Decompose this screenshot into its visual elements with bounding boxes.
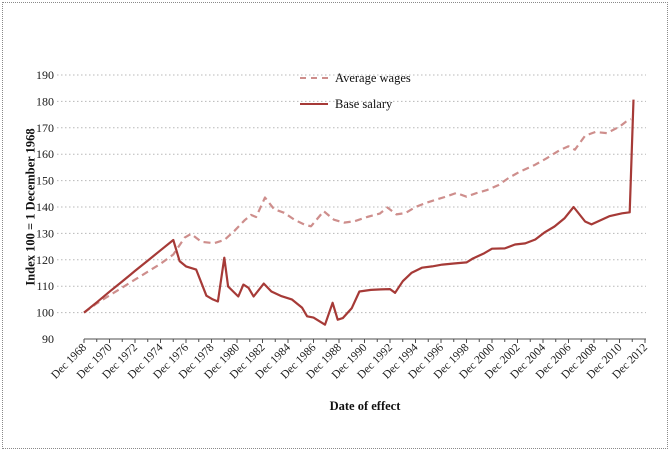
legend-label: Average wages (335, 70, 411, 85)
y-tick-label: 170 (36, 121, 54, 135)
y-tick-label: 90 (42, 332, 54, 346)
legend-item-average-wages: Average wages (300, 70, 411, 86)
y-tick-label: 190 (36, 68, 54, 82)
solid-line-marker-icon (300, 103, 328, 105)
y-tick-label: 120 (36, 253, 54, 267)
legend-label: Base salary (335, 96, 393, 111)
series-line-base-salary (83, 99, 635, 326)
y-tick-label: 150 (36, 174, 54, 188)
x-axis-title: Date of effect (329, 399, 401, 413)
y-axis-title: Index 100 = 1 December 1968 (23, 128, 38, 286)
y-tick-label: 160 (36, 147, 54, 161)
y-tick-label: 130 (36, 226, 54, 240)
y-tick-label: 140 (36, 200, 54, 214)
y-tick-label: 180 (36, 94, 54, 108)
y-tick-label: 100 (36, 306, 54, 320)
dashed-line-marker-icon (300, 77, 328, 79)
y-tick-label: 110 (36, 279, 54, 293)
series-line-average-wages (83, 118, 632, 314)
legend-item-base-salary: Base salary (300, 96, 392, 112)
